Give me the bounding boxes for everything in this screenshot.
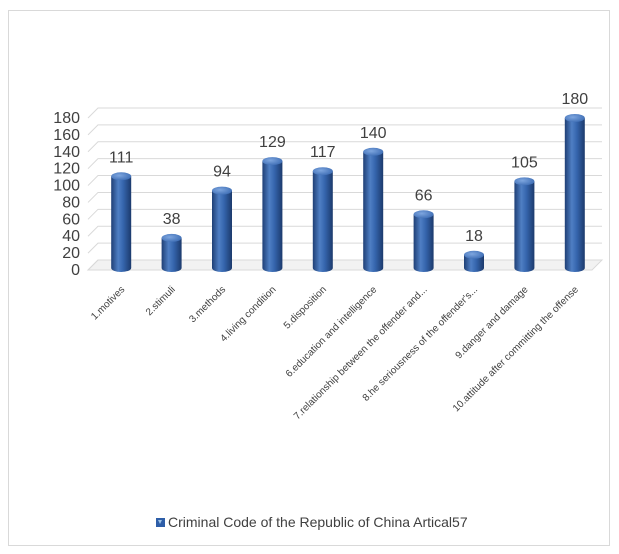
data-label: 111 xyxy=(109,149,133,166)
bars xyxy=(111,114,585,272)
gridline xyxy=(87,225,602,237)
bar xyxy=(212,186,232,272)
chart-frame xyxy=(8,10,610,546)
bar xyxy=(564,114,585,272)
legend-series-name: Criminal Code of the Republic of China A… xyxy=(168,514,468,530)
data-label: 18 xyxy=(465,228,483,245)
gridline xyxy=(87,259,602,271)
bar xyxy=(514,177,535,272)
legend: Criminal Code of the Republic of China A… xyxy=(156,514,468,530)
gridline xyxy=(87,141,602,153)
y-tick-label: 20 xyxy=(62,245,80,262)
category-label: 2.stimuli xyxy=(144,284,178,318)
legend-swatch xyxy=(156,517,165,527)
category-label: 5.disposition xyxy=(282,284,329,331)
gridline xyxy=(87,158,602,170)
bar xyxy=(363,147,384,272)
data-label: 129 xyxy=(259,134,286,151)
y-tick-label: 180 xyxy=(53,110,80,127)
category-label: 6.education and intelligence xyxy=(284,284,380,380)
y-tick-label: 60 xyxy=(62,211,80,228)
gridline xyxy=(87,191,602,203)
y-tick-label: 160 xyxy=(53,127,80,144)
category-label: 3.methods xyxy=(187,284,228,325)
y-tick-label: 100 xyxy=(53,178,80,195)
data-label: 66 xyxy=(415,187,433,204)
category-label: 1.motives xyxy=(89,284,127,322)
data-label: 117 xyxy=(310,144,336,161)
bar xyxy=(111,172,132,272)
bar xyxy=(413,210,434,272)
gridline xyxy=(87,175,602,186)
data-label: 180 xyxy=(561,91,588,108)
bar xyxy=(262,157,283,272)
bar xyxy=(161,233,182,272)
data-label: 94 xyxy=(213,164,231,181)
data-label: 105 xyxy=(511,154,538,171)
bar xyxy=(464,250,484,272)
y-tick-label: 40 xyxy=(62,228,80,245)
gridline xyxy=(87,208,602,220)
category-label: 4.living condition xyxy=(218,284,278,344)
y-tick-label: 140 xyxy=(53,144,80,161)
y-tick-label: 120 xyxy=(53,161,80,178)
y-tick-label: 0 xyxy=(71,262,80,279)
data-label: 38 xyxy=(163,211,181,228)
gridline xyxy=(87,242,602,254)
data-labels: 111 38 94 129 117 140 66 18 105 180 xyxy=(109,91,588,245)
y-tick-label: 80 xyxy=(62,194,80,211)
gridline xyxy=(87,124,602,136)
data-label: 140 xyxy=(360,125,387,142)
bar xyxy=(312,167,333,272)
gridline xyxy=(87,107,602,119)
